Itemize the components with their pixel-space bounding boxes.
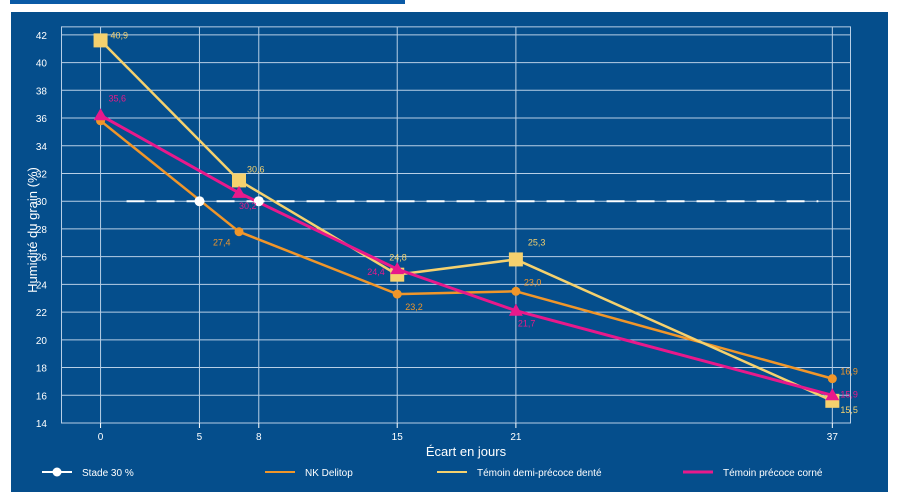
x-tick-label: 5 (197, 432, 203, 443)
data-label-delitop: 23,2 (405, 302, 423, 312)
x-tick-label: 0 (98, 432, 104, 443)
point-corne (232, 185, 246, 198)
header-accent-bar (10, 0, 405, 4)
y-axis-label: Humidité du grain (%) (25, 167, 40, 293)
data-label-corne: 24,4 (367, 267, 385, 277)
point-corne (93, 108, 108, 121)
data-label-delitop: 16,9 (840, 367, 858, 377)
point-delitop (392, 289, 402, 299)
point-corne (390, 262, 405, 275)
x-tick-label: 21 (510, 432, 522, 443)
point-corne (508, 303, 523, 316)
point-delitop (511, 286, 521, 296)
y-tick-label: 42 (36, 31, 48, 42)
data-label-dente: 15,5 (840, 405, 858, 415)
y-tick-label: 14 (36, 419, 48, 430)
legend-label-delitop: NK Delitop (305, 468, 353, 479)
y-tick-label: 22 (36, 308, 48, 319)
data-label-delitop: 27,4 (213, 238, 231, 248)
legend-label-corne: Témoin précoce corné (723, 468, 823, 479)
point-stade (253, 196, 264, 207)
axis-ticks: 14 16 18 20 22 24 26 28 30 32 34 36 38 40 42 0 5 8 15 21 37 (36, 31, 838, 443)
legend-marker-stade (52, 467, 62, 477)
y-tick-label: 16 (36, 391, 48, 402)
point-dente (93, 33, 108, 48)
data-label-corne: 15,9 (840, 389, 858, 399)
point-corne (825, 388, 840, 401)
legend: Stade 30 % NK Delitop Témoin demi-précoce … (42, 467, 823, 479)
point-dente (508, 252, 523, 267)
series-lines (93, 33, 840, 408)
x-axis-label: Écart en jours (426, 444, 507, 459)
point-dente (232, 173, 246, 188)
data-labels: 27,4 23,2 23,0 16,9 40,9 30,6 24,8 25,3 15,5 35,6… (109, 30, 858, 414)
legend-label-stade: Stade 30 % (82, 468, 134, 479)
point-delitop (234, 227, 244, 237)
data-label-dente: 24,8 (389, 253, 407, 263)
data-label-corne: 21,7 (518, 319, 536, 329)
y-tick-label: 36 (36, 114, 48, 125)
grid (61, 26, 851, 424)
data-label-corne: 30,2 (239, 201, 257, 211)
y-tick-label: 24 (36, 280, 48, 291)
x-tick-label: 8 (256, 432, 262, 443)
point-stade (194, 196, 205, 207)
data-label-dente: 40,9 (111, 30, 129, 40)
y-tick-label: 30 (36, 197, 48, 208)
y-tick-label: 28 (36, 225, 48, 236)
y-tick-label: 40 (36, 59, 48, 70)
data-label-dente: 25,3 (528, 237, 546, 247)
y-tick-label: 18 (36, 364, 48, 375)
y-tick-label: 32 (36, 169, 48, 180)
point-delitop (827, 374, 837, 384)
x-tick-label: 15 (392, 432, 404, 443)
y-tick-label: 34 (36, 142, 48, 153)
chart-panel (11, 12, 888, 492)
data-label-dente: 30,6 (247, 164, 265, 174)
y-tick-label: 26 (36, 253, 48, 264)
x-tick-label: 37 (827, 432, 839, 443)
data-label-corne: 35,6 (109, 93, 127, 103)
y-tick-label: 20 (36, 336, 48, 347)
y-tick-label: 38 (36, 86, 48, 97)
legend-label-dente: Témoin demi-précoce denté (477, 468, 602, 479)
data-label-delitop: 23,0 (524, 277, 542, 287)
